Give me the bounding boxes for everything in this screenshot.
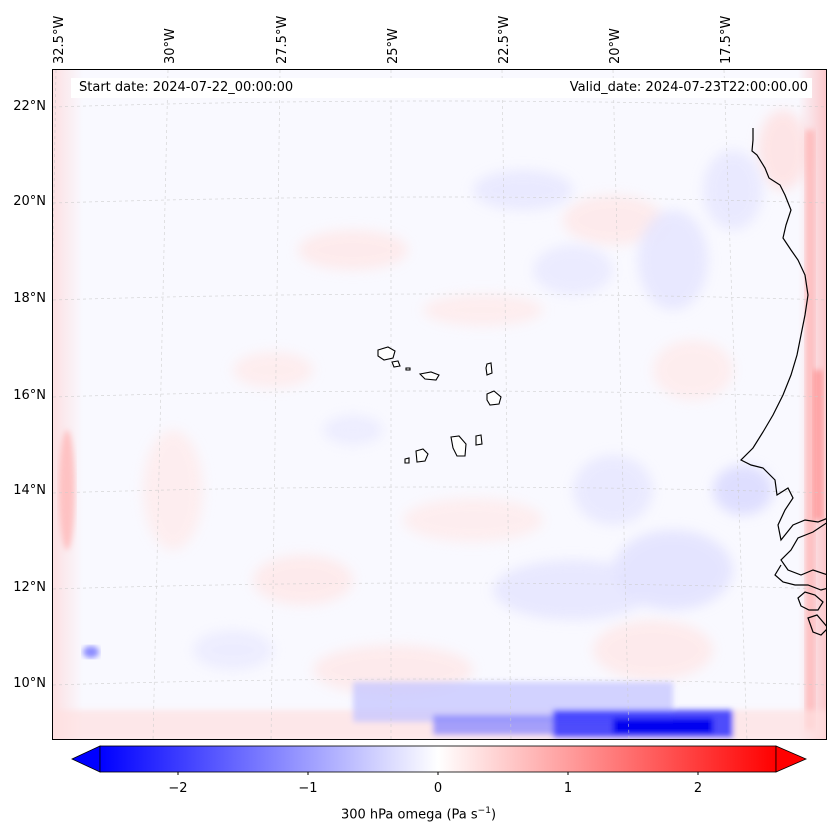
lat-label-10n: 10°N [13,676,46,691]
bottom-negative-band [53,682,826,739]
valid-date-label: Valid_date: 2024-07-23T22:00:00.00 [303,78,812,98]
colorbar-tick-label: 0 [433,781,443,796]
colorbar-extend-min [71,745,101,773]
lon-label-20w: 20°W [608,28,623,64]
lon-label-32-5w: 32.5°W [52,15,67,64]
colorbar-tick-label: −2 [168,781,188,796]
lat-label-16n: 16°N [13,388,46,403]
colorbar [71,745,808,775]
lat-label-14n: 14°N [13,483,46,498]
lon-label-25w: 25°W [386,28,401,64]
omega-field [53,70,826,739]
lat-label-20n: 20°N [13,194,46,209]
cape-verde-islands [377,346,502,464]
colorbar-title-sup: −1 [477,806,491,816]
colorbar-title-end: ) [490,807,497,823]
colorbar-title-text: 300 hPa omega (Pa s [340,807,478,823]
colorbar-body [99,745,777,773]
map-frame[interactable]: Start date: 2024-07-22_00:00:00 Valid_da… [52,69,827,740]
positive-omega-patches [143,110,808,695]
lon-label-17-5w: 17.5°W [719,15,734,64]
left-edge-strip [53,70,83,739]
colorbar-tick-label: −1 [298,781,318,796]
colorbar-tick-label: 2 [693,781,703,796]
gridlines [53,70,826,739]
lon-label-30w: 30°W [163,28,178,64]
start-date-label: Start date: 2024-07-22_00:00:00 [71,78,309,98]
lat-label-12n: 12°N [13,580,46,595]
colorbar-title: 300 hPa omega (Pa s−1) [0,806,837,822]
colorbar-tick-label: 1 [563,781,573,796]
lon-label-22-5w: 22.5°W [497,15,512,64]
lon-label-27-5w: 27.5°W [275,15,290,64]
negative-omega-patches [193,150,773,670]
lat-label-18n: 18°N [13,291,46,306]
colorbar-ticks [177,772,699,775]
african-coastline [739,128,826,542]
lat-label-22n: 22°N [13,99,46,114]
colorbar-extend-max [775,745,808,773]
